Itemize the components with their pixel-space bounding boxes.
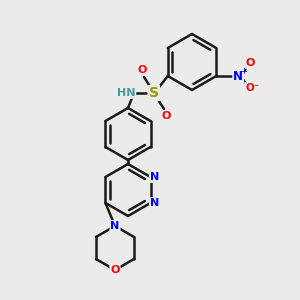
Text: HN: HN [117,88,135,98]
Text: N: N [150,198,159,208]
Text: N: N [110,221,120,231]
Text: S: S [149,86,159,100]
Text: N: N [150,172,159,182]
Text: O: O [246,58,255,68]
Text: N: N [233,70,243,83]
Text: +: + [240,68,247,76]
Text: O: O [161,111,171,121]
Text: O: O [137,65,147,75]
Text: O⁻: O⁻ [245,83,260,93]
Text: O: O [110,265,120,275]
